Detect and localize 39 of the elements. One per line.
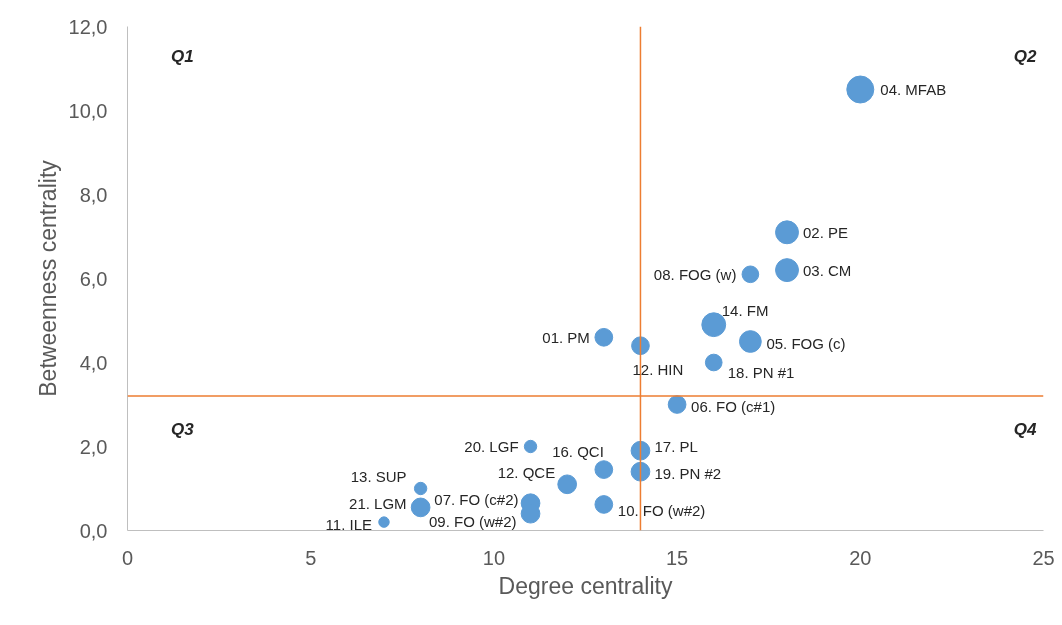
- annotation: 19. PN #2: [654, 465, 722, 483]
- annotation: 09. FO (w#2): [429, 513, 517, 531]
- annotation: 11. ILE: [325, 515, 372, 533]
- y-axis-title: Betweenness centrality: [34, 159, 61, 397]
- annotation: 07. FO (c#2): [434, 490, 519, 508]
- annotation: 06. FO (c#1): [691, 398, 776, 415]
- annotation: 17. PL: [654, 438, 698, 456]
- annotation: 05. FOG (c): [766, 335, 846, 352]
- x-tick-label: 25: [1032, 546, 1055, 569]
- annotation: 10. FO (w#2): [617, 501, 706, 519]
- annotation: 12. QCE: [497, 463, 556, 481]
- annotation: Q4: [1013, 420, 1038, 440]
- annotation: 18. PN #1: [727, 364, 795, 381]
- y-tick-label: 12,0: [68, 15, 108, 38]
- annotation: 20. LGF: [464, 438, 519, 455]
- x-tick-label: 5: [305, 546, 317, 569]
- annotation: 08. FOG (w): [653, 265, 737, 283]
- y-tick-label: 0,0: [79, 519, 108, 542]
- annotation: Q2: [1013, 47, 1038, 67]
- x-tick-label: 15: [665, 546, 689, 569]
- x-tick-label: 20: [849, 546, 872, 569]
- annotation: 13. SUP: [350, 468, 407, 485]
- annotation: 01. PM: [542, 328, 590, 346]
- annotation: Q1: [171, 47, 194, 67]
- annotation: 16. QCI: [552, 443, 604, 461]
- y-tick-label: 6,0: [79, 267, 108, 290]
- y-tick-label: 2,0: [79, 435, 108, 458]
- annotation: 03. CM: [803, 261, 852, 279]
- annotation: Q3: [171, 420, 195, 440]
- x-tick-label: 0: [121, 546, 134, 569]
- y-tick-label: 4,0: [79, 351, 108, 374]
- x-tick-label: 10: [482, 546, 506, 569]
- y-tick-label: 10,0: [68, 99, 108, 122]
- annotation: 14. FM: [721, 302, 769, 320]
- annotation: 04. MFAB: [880, 81, 947, 98]
- y-tick-label: 8,0: [79, 183, 108, 206]
- x-axis-title: Degree centrality: [498, 572, 673, 599]
- annotation: 21. LGM: [349, 494, 407, 512]
- annotation: 02. PE: [803, 223, 849, 241]
